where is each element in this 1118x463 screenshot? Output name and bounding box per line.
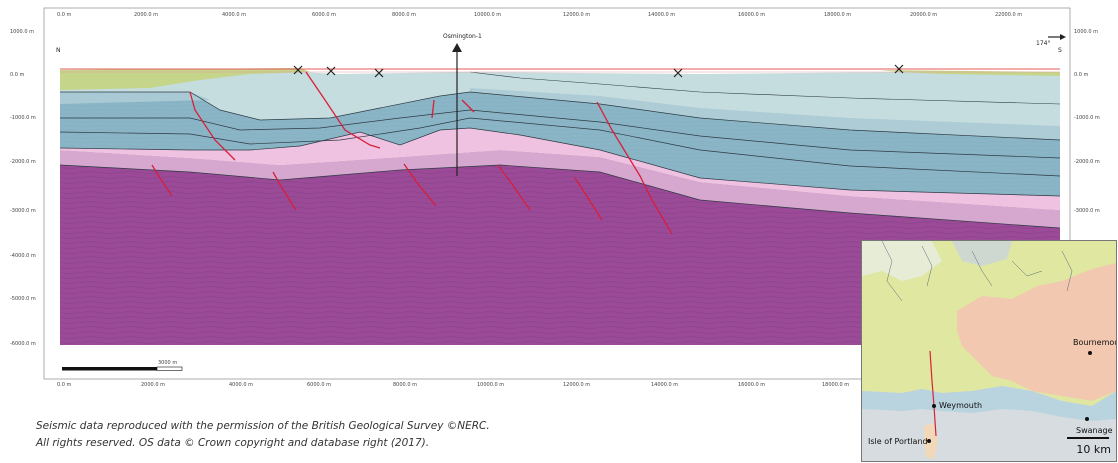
bottom-distance-axis: 0.0 m 2000.0 m 4000.0 m 6000.0 m 8000.0 …: [57, 382, 849, 388]
top-distance-axis: 0.0 m 2000.0 m 4000.0 m 6000.0 m 8000.0 …: [57, 12, 1022, 18]
left-depth-axis: 1000.0 m 0.0 m -1000.0 m -2000.0 m -3000…: [10, 29, 36, 347]
scale-bar: 3000 m: [62, 360, 183, 371]
surface-green-unit-east: [880, 70, 1060, 76]
mid-blue-band: [60, 92, 210, 104]
top-tick: 12000.0 m: [563, 12, 590, 18]
depth-tick: -1000.0 m: [1074, 115, 1100, 121]
surface-green-unit: [60, 68, 310, 90]
well-arrow: [452, 43, 462, 52]
depth-tick: 0.0 m: [1074, 72, 1089, 78]
bottom-tick: 18000.0 m: [822, 382, 849, 388]
weymouth-dot: [932, 404, 936, 408]
bournemouth-label: Bournemouth: [1073, 338, 1116, 347]
top-tick: 4000.0 m: [222, 12, 246, 18]
depth-tick: -3000.0 m: [1074, 208, 1100, 214]
top-tick: 18000.0 m: [824, 12, 851, 18]
x-marker: [374, 68, 384, 78]
caption-line-2: All rights reserved. OS data © Crown cop…: [36, 437, 430, 449]
depth-tick: -5000.0 m: [10, 296, 36, 302]
weymouth-label: Weymouth: [939, 401, 982, 410]
top-tick: 0.0 m: [57, 12, 72, 18]
caption-line-1: Seismic data reproduced with the permiss…: [36, 420, 490, 432]
inset-map-graphic: Bournemouth Weymouth Swanage Isle of Por…: [862, 241, 1116, 461]
bottom-tick: 8000.0 m: [393, 382, 417, 388]
fault: [461, 99, 475, 113]
depth-tick: 1000.0 m: [1074, 29, 1098, 35]
top-tick: 22000.0 m: [995, 12, 1022, 18]
fault: [151, 164, 173, 197]
bottom-tick: 16000.0 m: [738, 382, 765, 388]
depth-tick: -1000.0 m: [10, 115, 36, 121]
upper-pink-unit: [60, 128, 1060, 210]
portland-label: Isle of Portland: [868, 437, 928, 446]
top-tick: 2000.0 m: [134, 12, 158, 18]
orientation-arrow: 174° S: [1036, 34, 1066, 54]
bottom-tick: 0.0 m: [57, 382, 72, 388]
x-marker: [326, 66, 336, 76]
swanage-dot: [1085, 417, 1089, 421]
inset-scale-label: 10 km: [1076, 443, 1111, 456]
top-tick: 20000.0 m: [910, 12, 937, 18]
land-pale-area: [862, 241, 942, 281]
x-marker: [673, 68, 683, 78]
scale-bar-label: 3000 m: [158, 360, 177, 366]
intersection-markers: [293, 64, 904, 78]
depth-tick: 1000.0 m: [10, 29, 34, 35]
north-end-label: N: [56, 47, 61, 54]
fault: [403, 163, 437, 207]
x-marker: [894, 64, 904, 74]
fault: [497, 164, 531, 211]
section-line: [929, 350, 937, 437]
depth-tick: -3000.0 m: [10, 208, 36, 214]
land-pink-area: [957, 263, 1116, 401]
top-tick: 8000.0 m: [392, 12, 416, 18]
lower-pink-unit: [60, 150, 1060, 228]
depth-tick: -2000.0 m: [1074, 159, 1100, 165]
depth-tick: -6000.0 m: [10, 341, 36, 347]
top-tick: 14000.0 m: [648, 12, 675, 18]
top-tick: 6000.0 m: [312, 12, 336, 18]
swanage-label: Swanage: [1076, 426, 1113, 435]
section-frame: [43, 7, 1071, 380]
right-depth-axis: 1000.0 m 0.0 m -1000.0 m -2000.0 m -3000…: [1074, 29, 1100, 214]
fault: [189, 91, 236, 161]
well-label: Osmington-1: [443, 33, 482, 40]
depth-tick: -4000.0 m: [10, 253, 36, 259]
fault: [305, 71, 381, 149]
location-inset-map: Bournemouth Weymouth Swanage Isle of Por…: [861, 240, 1117, 462]
x-marker: [293, 65, 303, 75]
bearing-label: 174°: [1036, 40, 1050, 47]
bottom-tick: 12000.0 m: [563, 382, 590, 388]
faults: [151, 71, 673, 235]
top-tick: 10000.0 m: [474, 12, 501, 18]
fault: [596, 101, 673, 235]
portland-dot: [927, 439, 931, 443]
land-grey-patch: [952, 241, 1012, 266]
bottom-tick: 4000.0 m: [229, 382, 253, 388]
fault: [272, 171, 297, 211]
bournemouth-dot: [1088, 351, 1092, 355]
top-tick: 16000.0 m: [738, 12, 765, 18]
south-end-label: S: [1058, 47, 1062, 54]
attribution-caption: Seismic data reproduced with the permiss…: [36, 418, 736, 452]
fault: [431, 99, 435, 119]
bottom-tick: 6000.0 m: [307, 382, 331, 388]
depth-tick: -2000.0 m: [10, 159, 36, 165]
bottom-tick: 10000.0 m: [477, 382, 504, 388]
bottom-tick: 14000.0 m: [651, 382, 678, 388]
bottom-tick: 2000.0 m: [141, 382, 165, 388]
depth-tick: 0.0 m: [10, 72, 25, 78]
fault: [574, 177, 603, 221]
osmington-well: Osmington-1: [443, 33, 482, 176]
coastal-blue-strip: [862, 386, 1116, 421]
horizon-lines: [59, 71, 1061, 229]
mid-blue-band-2: [470, 88, 1060, 140]
